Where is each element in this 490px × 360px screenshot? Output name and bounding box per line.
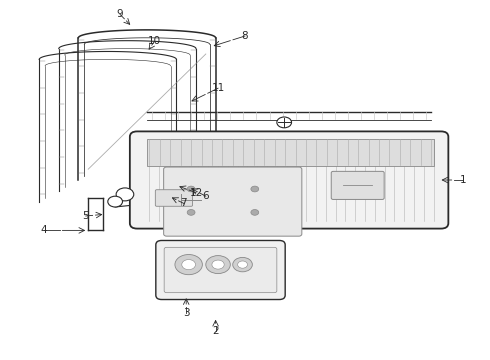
FancyBboxPatch shape — [156, 240, 285, 300]
Text: 8: 8 — [242, 31, 248, 41]
Bar — [147, 139, 434, 166]
Circle shape — [116, 188, 134, 201]
Circle shape — [206, 256, 230, 274]
Circle shape — [175, 255, 202, 275]
Text: 1: 1 — [460, 175, 466, 185]
Text: 11: 11 — [211, 83, 225, 93]
Circle shape — [277, 117, 292, 128]
Text: 9: 9 — [117, 9, 123, 19]
Circle shape — [233, 257, 252, 272]
Circle shape — [251, 210, 259, 215]
Text: 10: 10 — [148, 36, 161, 46]
FancyBboxPatch shape — [130, 131, 448, 229]
FancyBboxPatch shape — [164, 167, 302, 236]
Text: 2: 2 — [212, 326, 219, 336]
Text: 6: 6 — [202, 191, 209, 201]
Text: 4: 4 — [41, 225, 48, 235]
Text: 7: 7 — [180, 198, 187, 208]
Circle shape — [212, 260, 224, 269]
Circle shape — [182, 260, 196, 270]
Circle shape — [238, 261, 247, 268]
Text: 12: 12 — [189, 188, 203, 198]
FancyBboxPatch shape — [164, 247, 277, 293]
Circle shape — [108, 196, 122, 207]
Text: 5: 5 — [82, 211, 89, 221]
Text: 3: 3 — [183, 308, 190, 318]
Circle shape — [251, 186, 259, 192]
Circle shape — [187, 210, 195, 215]
FancyBboxPatch shape — [155, 190, 193, 206]
Circle shape — [187, 186, 195, 192]
FancyBboxPatch shape — [331, 171, 384, 199]
